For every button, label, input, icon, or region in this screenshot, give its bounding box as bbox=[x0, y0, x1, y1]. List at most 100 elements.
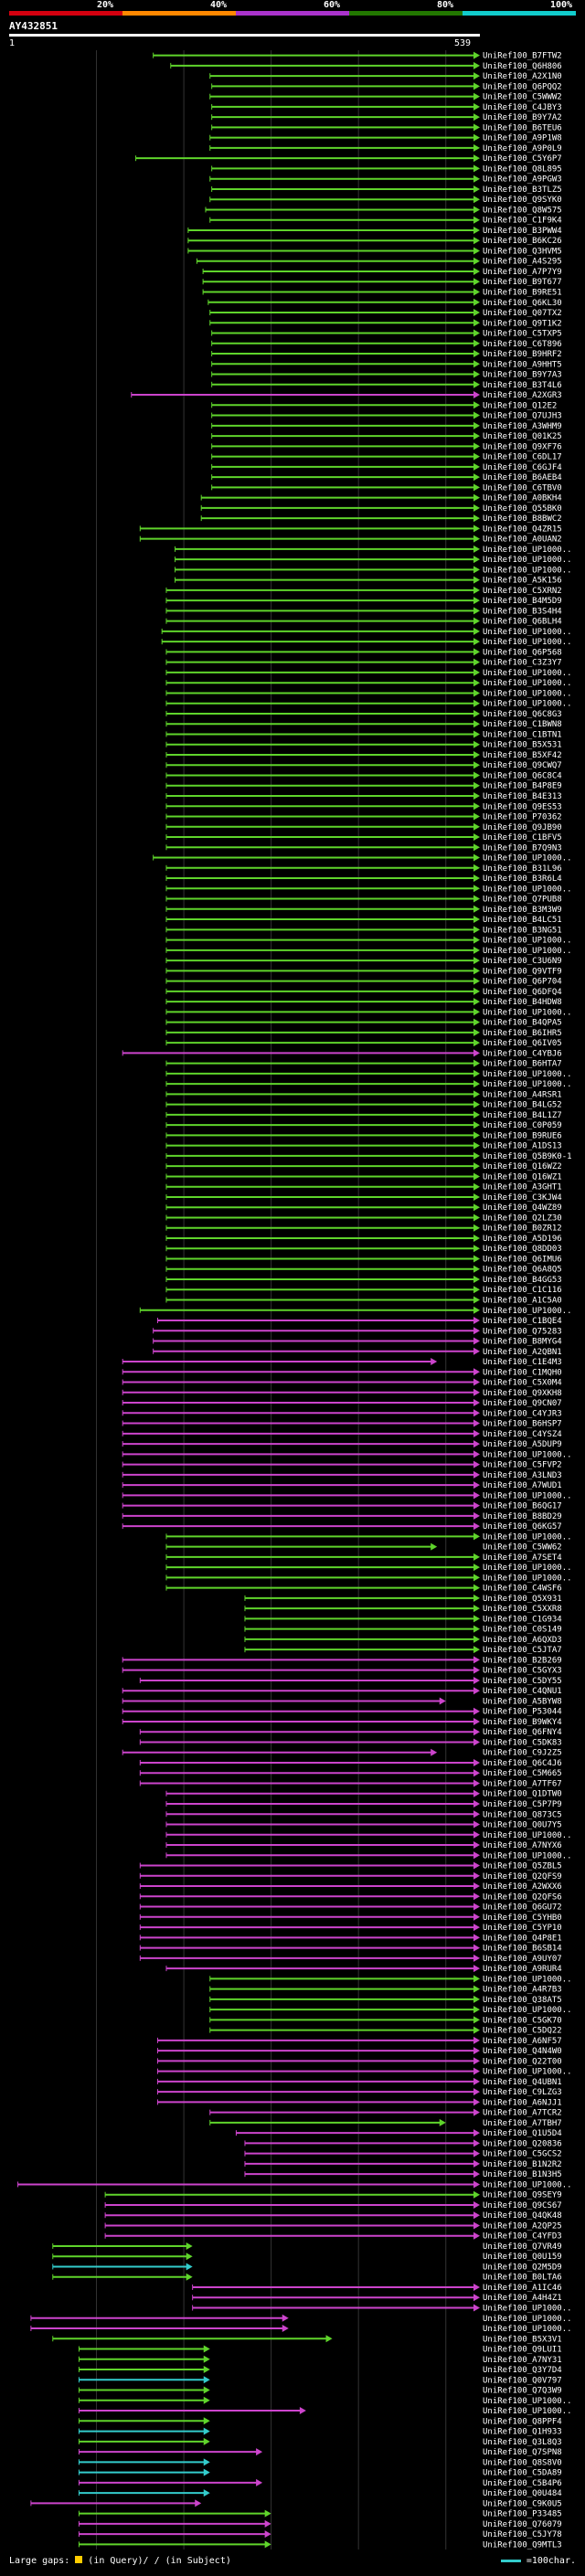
hit-label[interactable]: UniRef100_UP1000.. bbox=[483, 2068, 572, 2077]
hit-label[interactable]: UniRef100_C5TXP5 bbox=[483, 330, 562, 339]
hit-label[interactable]: UniRef100_Q6P704 bbox=[483, 978, 562, 987]
hit-label[interactable]: UniRef100_A4RSR1 bbox=[483, 1090, 562, 1099]
hit-label[interactable]: UniRef100_C0S149 bbox=[483, 1626, 562, 1635]
hit-label[interactable]: UniRef100_C5GK70 bbox=[483, 2016, 562, 2025]
hit-label[interactable]: UniRef100_Q01K25 bbox=[483, 432, 562, 441]
hit-label[interactable]: UniRef100_B4LG52 bbox=[483, 1101, 562, 1110]
hit-label[interactable]: UniRef100_A7NYX6 bbox=[483, 1841, 562, 1850]
hit-label[interactable]: UniRef100_C5DY55 bbox=[483, 1677, 562, 1686]
hit-label[interactable]: UniRef100_UP1000.. bbox=[483, 1564, 572, 1573]
hit-label[interactable]: UniRef100_A9HHT5 bbox=[483, 360, 562, 369]
hit-label[interactable]: UniRef100_Q6C4J6 bbox=[483, 1759, 562, 1768]
hit-label[interactable]: UniRef100_Q9CS67 bbox=[483, 2201, 562, 2210]
hit-label[interactable]: UniRef100_C9K0U5 bbox=[483, 2499, 562, 2508]
hit-label[interactable]: UniRef100_A3WHM9 bbox=[483, 422, 562, 431]
hit-label[interactable]: UniRef100_C5GYX3 bbox=[483, 1667, 562, 1676]
hit-label[interactable]: UniRef100_Q07TX2 bbox=[483, 309, 562, 318]
hit-label[interactable]: UniRef100_C6GJF4 bbox=[483, 463, 562, 472]
hit-label[interactable]: UniRef100_UP1000.. bbox=[483, 947, 572, 956]
hit-label[interactable]: UniRef100_C4YSZ4 bbox=[483, 1430, 562, 1439]
hit-label[interactable]: UniRef100_B0ZR12 bbox=[483, 1224, 562, 1234]
hit-label[interactable]: UniRef100_A9UY07 bbox=[483, 1955, 562, 1964]
hit-label[interactable]: UniRef100_B7FTW2 bbox=[483, 52, 562, 61]
hit-label[interactable]: UniRef100_C1MQH0 bbox=[483, 1368, 562, 1377]
hit-label[interactable]: UniRef100_B1N2R2 bbox=[483, 2160, 562, 2169]
hit-label[interactable]: UniRef100_Q7UJH3 bbox=[483, 412, 562, 421]
hit-label[interactable]: UniRef100_B3NG51 bbox=[483, 926, 562, 935]
hit-label[interactable]: UniRef100_A7TBH7 bbox=[483, 2119, 562, 2128]
hit-label[interactable]: UniRef100_Q8PPF4 bbox=[483, 2417, 562, 2426]
hit-label[interactable]: UniRef100_Q4WZ89 bbox=[483, 1203, 562, 1213]
hit-label[interactable]: UniRef100_A5D196 bbox=[483, 1235, 562, 1244]
hit-label[interactable]: UniRef100_B3T4L6 bbox=[483, 381, 562, 390]
hit-label[interactable]: UniRef100_Q4UBN1 bbox=[483, 2078, 562, 2087]
hit-label[interactable]: UniRef100_UP1000.. bbox=[483, 566, 572, 575]
hit-label[interactable]: UniRef100_Q6PQQ2 bbox=[483, 82, 562, 91]
hit-label[interactable]: UniRef100_Q7PUB8 bbox=[483, 896, 562, 905]
hit-label[interactable]: UniRef100_C9LZG3 bbox=[483, 2088, 562, 2097]
hit-label[interactable]: UniRef100_Q4QK48 bbox=[483, 2211, 562, 2221]
hit-label[interactable]: UniRef100_A9P1W8 bbox=[483, 134, 562, 143]
hit-label[interactable]: UniRef100_B4GG53 bbox=[483, 1276, 562, 1285]
hit-label[interactable]: UniRef100_B8MYG4 bbox=[483, 1338, 562, 1347]
hit-label[interactable]: UniRef100_Q6BLH4 bbox=[483, 618, 562, 627]
hit-label[interactable]: UniRef100_A3LND3 bbox=[483, 1471, 562, 1480]
hit-label[interactable]: UniRef100_A2QP25 bbox=[483, 2221, 562, 2231]
hit-label[interactable]: UniRef100_UP1000.. bbox=[483, 2325, 572, 2334]
hit-label[interactable]: UniRef100_B5X531 bbox=[483, 741, 562, 750]
hit-label[interactable]: UniRef100_B31L96 bbox=[483, 864, 562, 874]
hit-label[interactable]: UniRef100_Q6IV05 bbox=[483, 1039, 562, 1048]
hit-label[interactable]: UniRef100_UP1000.. bbox=[483, 2315, 572, 2324]
hit-label[interactable]: UniRef100_A1DS13 bbox=[483, 1142, 562, 1151]
hit-label[interactable]: UniRef100_Q20836 bbox=[483, 2139, 562, 2148]
hit-label[interactable]: UniRef100_B6SB14 bbox=[483, 1945, 562, 1954]
hit-label[interactable]: UniRef100_C5DA89 bbox=[483, 2469, 562, 2478]
hit-label[interactable]: UniRef100_C6DL17 bbox=[483, 453, 562, 462]
hit-label[interactable]: UniRef100_B6HSP7 bbox=[483, 1420, 562, 1429]
hit-label[interactable]: UniRef100_B4LC51 bbox=[483, 916, 562, 925]
hit-label[interactable]: UniRef100_C4WSF6 bbox=[483, 1585, 562, 1594]
hit-label[interactable]: UniRef100_B6IHR5 bbox=[483, 1029, 562, 1038]
hit-label[interactable]: UniRef100_B9HRF2 bbox=[483, 350, 562, 359]
hit-label[interactable]: UniRef100_A2XGR3 bbox=[483, 391, 562, 400]
hit-label[interactable]: UniRef100_P53044 bbox=[483, 1708, 562, 1717]
hit-label[interactable]: UniRef100_A2WXX6 bbox=[483, 1882, 562, 1892]
hit-label[interactable]: UniRef100_Q9ES53 bbox=[483, 802, 562, 811]
hit-label[interactable]: UniRef100_A5DUP9 bbox=[483, 1440, 562, 1449]
hit-label[interactable]: UniRef100_C3Z3Y7 bbox=[483, 659, 562, 668]
hit-label[interactable]: UniRef100_B6KC26 bbox=[483, 237, 562, 246]
hit-label[interactable]: UniRef100_C1BWN8 bbox=[483, 720, 562, 729]
hit-label[interactable]: UniRef100_Q6DFQ4 bbox=[483, 988, 562, 997]
hit-label[interactable]: UniRef100_B6HTA7 bbox=[483, 1060, 562, 1069]
hit-label[interactable]: UniRef100_UP1000.. bbox=[483, 628, 572, 637]
hit-label[interactable]: UniRef100_Q6H806 bbox=[483, 62, 562, 71]
hit-label[interactable]: UniRef100_Q0U159 bbox=[483, 2253, 562, 2262]
hit-label[interactable]: UniRef100_C5WWW2 bbox=[483, 93, 562, 102]
hit-label[interactable]: UniRef100_Q16WZ2 bbox=[483, 1162, 562, 1171]
hit-label[interactable]: UniRef100_A7P7Y9 bbox=[483, 268, 562, 277]
hit-label[interactable]: UniRef100_UP1000.. bbox=[483, 1080, 572, 1089]
hit-label[interactable]: UniRef100_C1BFV5 bbox=[483, 833, 562, 843]
hit-label[interactable]: UniRef100_A5BYW8 bbox=[483, 1697, 562, 1706]
hit-label[interactable]: UniRef100_B9Y7A2 bbox=[483, 113, 562, 122]
hit-label[interactable]: UniRef100_UP1000.. bbox=[483, 1450, 572, 1459]
hit-label[interactable]: UniRef100_Q22T00 bbox=[483, 2057, 562, 2066]
hit-label[interactable]: UniRef100_C4YBJ6 bbox=[483, 1049, 562, 1058]
hit-label[interactable]: UniRef100_Q9SYK0 bbox=[483, 196, 562, 205]
hit-label[interactable]: UniRef100_A0BKH4 bbox=[483, 494, 562, 504]
hit-label[interactable]: UniRef100_C5JTA7 bbox=[483, 1646, 562, 1655]
hit-label[interactable]: UniRef100_Q5B9K0-1 bbox=[483, 1152, 572, 1161]
hit-label[interactable]: UniRef100_Q76079 bbox=[483, 2520, 562, 2529]
hit-label[interactable]: UniRef100_A3GHT1 bbox=[483, 1183, 562, 1193]
hit-label[interactable]: UniRef100_UP1000.. bbox=[483, 2180, 572, 2189]
hit-label[interactable]: UniRef100_Q5X931 bbox=[483, 1595, 562, 1604]
hit-label[interactable]: UniRef100_Q8S8V0 bbox=[483, 2458, 562, 2467]
hit-label[interactable]: UniRef100_A4R7B3 bbox=[483, 1986, 562, 1995]
hit-label[interactable]: UniRef100_Q9SEY9 bbox=[483, 2191, 562, 2200]
hit-label[interactable]: UniRef100_B3S4H4 bbox=[483, 607, 562, 616]
hit-label[interactable]: UniRef100_A6QXD3 bbox=[483, 1636, 562, 1645]
hit-label[interactable]: UniRef100_UP1000.. bbox=[483, 1851, 572, 1860]
hit-label[interactable]: UniRef100_B5XF42 bbox=[483, 751, 562, 760]
hit-label[interactable]: UniRef100_C0P059 bbox=[483, 1121, 562, 1130]
hit-label[interactable]: UniRef100_Q4ZR15 bbox=[483, 525, 562, 534]
